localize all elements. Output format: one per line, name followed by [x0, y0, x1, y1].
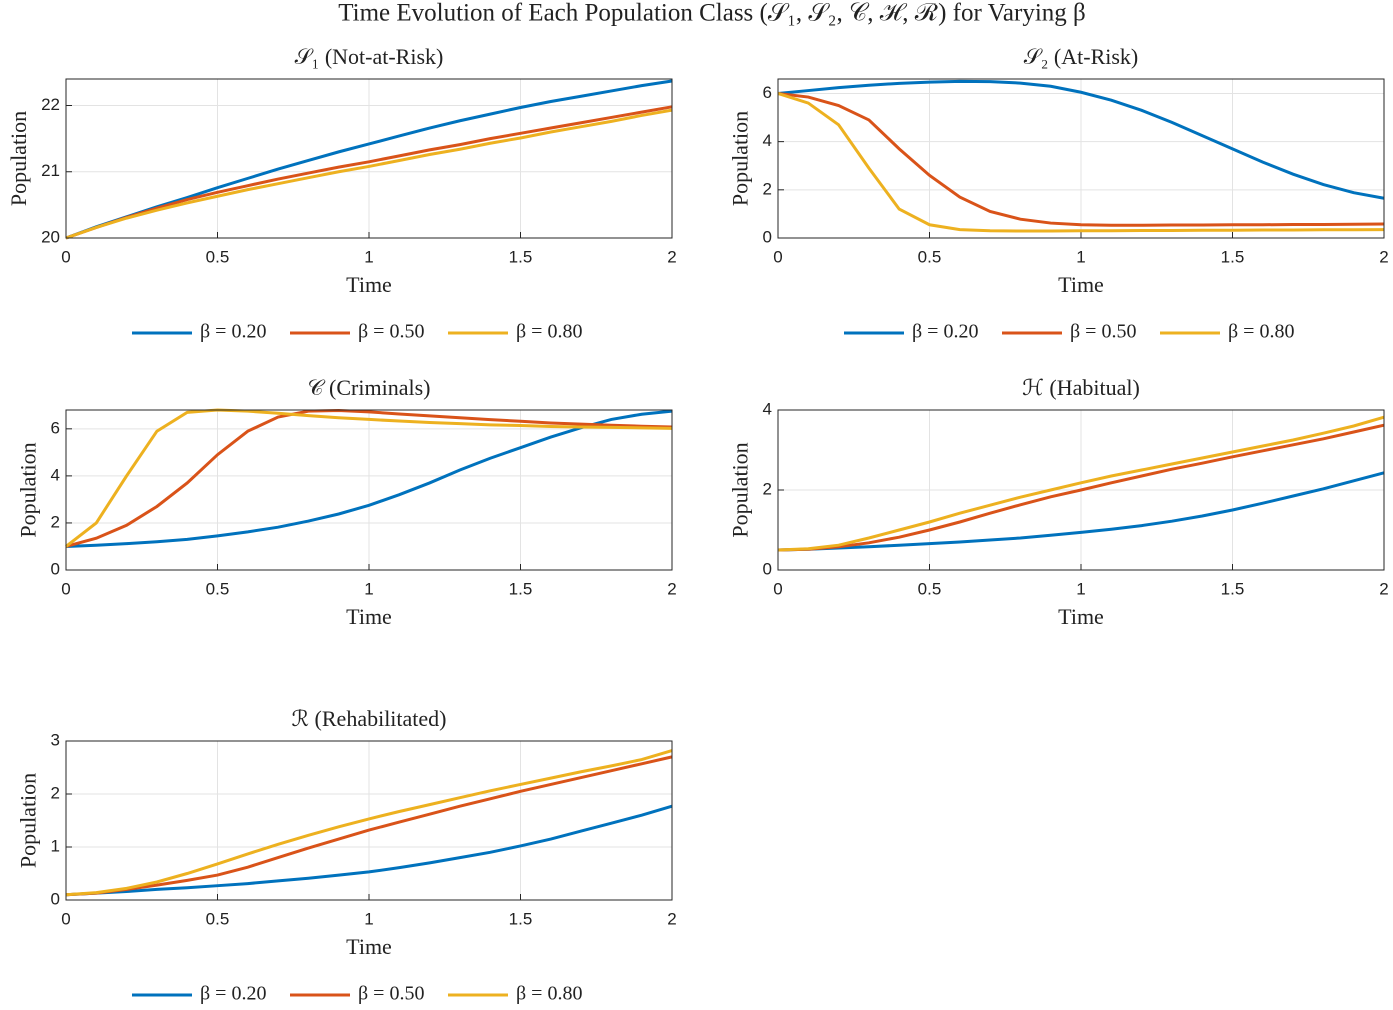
y-axis-label: Population: [728, 111, 753, 206]
x-tick-label: 0.5: [918, 579, 942, 598]
y-tick-label: 2: [763, 479, 772, 498]
x-tick-label: 1: [364, 579, 373, 598]
series-line: [65, 408, 673, 548]
x-tick-label: 1: [364, 909, 373, 928]
y-axis-label: Population: [16, 773, 41, 868]
y-tick-label: 0: [51, 889, 60, 908]
subplot: 0 0.5 1 1.5 2 20 21 22 𝒮₁ (Not-at-Risk) Time Popul…: [6, 44, 677, 343]
legend-label: β = 0.50: [358, 321, 424, 343]
y-tick-label: 2: [51, 783, 60, 802]
x-tick-label: 2: [667, 909, 676, 928]
series-line: [777, 79, 1385, 200]
x-tick-label: 1.5: [509, 247, 533, 266]
y-tick-label: 21: [41, 161, 60, 180]
x-tick-label: 1.5: [1221, 579, 1245, 598]
subplot: 0 0.5 1 1.5 2 0 2 4 6 𝒞 (Criminals) Time Population: [16, 375, 677, 629]
y-tick-label: 0: [763, 559, 772, 578]
series-line: [777, 92, 1385, 233]
series-line: [65, 105, 673, 240]
x-tick-label: 1: [1076, 247, 1085, 266]
series-line: [65, 755, 673, 897]
series-line: [777, 91, 1385, 227]
subplot-title: ℋ (Habitual): [1022, 375, 1140, 400]
y-tick-label: 2: [51, 512, 60, 531]
axes-frame: [777, 78, 1385, 239]
subplot-title: 𝒮₂ (At-Risk): [1024, 44, 1139, 69]
legend-label: β = 0.20: [200, 983, 266, 1005]
series-line: [777, 423, 1385, 552]
legend-label: β = 0.80: [1228, 321, 1294, 343]
x-tick-label: 0.5: [918, 247, 942, 266]
subplot-title: 𝒮₁ (Not-at-Risk): [295, 44, 444, 69]
x-tick-label: 2: [1379, 247, 1388, 266]
x-tick-label: 0.5: [206, 909, 230, 928]
legend-label: β = 0.50: [358, 983, 424, 1005]
y-tick-label: 6: [51, 418, 60, 437]
y-tick-label: 0: [763, 227, 772, 246]
x-tick-label: 1: [364, 247, 373, 266]
axes-frame: [65, 409, 673, 571]
axes-frame: [65, 78, 673, 239]
y-tick-label: 4: [763, 131, 772, 150]
legend-label: β = 0.20: [200, 321, 266, 343]
legend-label: β = 0.80: [516, 983, 582, 1005]
subplot-title: ℛ (Rehabilitated): [292, 706, 447, 731]
series-line: [777, 415, 1385, 552]
x-tick-label: 2: [1379, 579, 1388, 598]
subplot: 0 0.5 1 1.5 2 0 2 4 6 𝒮₂ (At-Risk) Time Population β…: [728, 44, 1389, 343]
figure-title: Time Evolution of Each Population Class …: [338, 0, 1086, 27]
y-tick-label: 6: [763, 83, 772, 102]
axes-frame: [777, 409, 1385, 571]
subplot-title: 𝒞 (Criminals): [308, 375, 431, 400]
subplot: 0 0.5 1 1.5 2 0 2 4 ℋ (Habitual) Time Population: [728, 375, 1389, 629]
x-tick-label: 1.5: [1221, 247, 1245, 266]
y-tick-label: 22: [41, 95, 60, 114]
x-axis-label: Time: [346, 272, 392, 297]
x-tick-label: 0.5: [206, 579, 230, 598]
x-tick-label: 0: [773, 579, 782, 598]
axes-frame: [65, 740, 673, 901]
x-tick-label: 0: [773, 247, 782, 266]
y-tick-label: 2: [763, 179, 772, 198]
x-tick-label: 1.5: [509, 909, 533, 928]
legend-label: β = 0.80: [516, 321, 582, 343]
x-tick-label: 2: [667, 579, 676, 598]
x-tick-label: 0: [61, 909, 70, 928]
x-axis-label: Time: [1058, 604, 1104, 629]
y-tick-label: 3: [51, 730, 60, 749]
y-axis-label: Population: [16, 442, 41, 537]
y-tick-label: 1: [51, 836, 60, 855]
x-axis-label: Time: [346, 604, 392, 629]
y-axis-label: Population: [6, 111, 31, 206]
subplot: 0 0.5 1 1.5 2 0 1 2 3 ℛ (Rehabilitated) Time Popula…: [16, 706, 677, 1005]
y-axis-label: Population: [728, 442, 753, 537]
x-tick-label: 0.5: [206, 247, 230, 266]
legend-label: β = 0.20: [912, 321, 978, 343]
x-tick-label: 2: [667, 247, 676, 266]
series-line: [65, 804, 673, 897]
series-line: [65, 749, 673, 897]
legend-label: β = 0.50: [1070, 321, 1136, 343]
series-line: [777, 471, 1385, 552]
x-axis-label: Time: [346, 934, 392, 959]
y-tick-label: 4: [763, 399, 772, 418]
y-tick-label: 20: [41, 227, 60, 246]
series-line: [65, 108, 673, 240]
x-axis-label: Time: [1058, 272, 1104, 297]
x-tick-label: 0: [61, 247, 70, 266]
series-line: [65, 408, 673, 548]
series-line: [65, 409, 673, 548]
y-tick-label: 4: [51, 465, 60, 484]
x-tick-label: 0: [61, 579, 70, 598]
x-tick-label: 1.5: [509, 579, 533, 598]
y-tick-label: 0: [51, 559, 60, 578]
x-tick-label: 1: [1076, 579, 1085, 598]
